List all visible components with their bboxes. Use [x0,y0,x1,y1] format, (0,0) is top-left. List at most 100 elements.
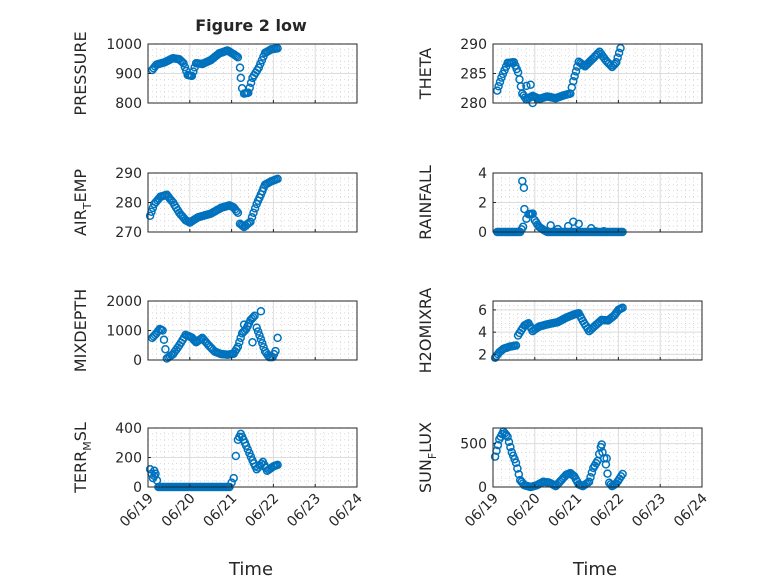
y-tick-label: 0 [133,480,142,496]
data-point [256,307,266,316]
y-tick-label: 0 [478,225,487,241]
data-point [150,466,159,476]
y-tick-label: 285 [460,67,487,83]
data-point [271,346,280,356]
data-point [570,72,579,81]
data-point [614,48,624,58]
data-point [584,477,594,487]
data-point [518,222,528,232]
y-tick-label: 500 [460,437,487,453]
axes-box [492,300,703,361]
subplot-air_temp: 270 280 290 AIRTEMP [71,166,358,241]
subplot-mixdepth: 0 1000 2000 MIXDEPTH [71,289,358,372]
data-point [249,208,258,218]
y-tick-label: 2 [478,196,487,212]
data-point [250,204,260,213]
data-point [520,204,529,214]
data-point [514,470,524,479]
data-point [603,469,612,478]
data-point [490,452,500,461]
y-tick-label: 1000 [106,37,142,53]
data-point [599,227,609,236]
data-point [256,335,266,344]
y-tick-label: 290 [115,166,142,182]
x-tick-label: 06/24 [326,490,366,530]
x-tick-label: 06/21 [546,491,586,531]
subplot-pressure: 800 900 1000 PRESSURE [71,31,358,116]
data-point [492,86,502,95]
x-tick-label: 06/24 [671,490,711,530]
data-point [247,213,257,222]
y-axis-label: THETA [416,48,435,100]
y-axis-label: PRESSURE [71,31,90,115]
data-point [273,333,282,343]
data-point [235,338,244,347]
data-point [244,88,253,97]
data-point [187,71,197,81]
data-point [253,327,263,336]
subplot-terr_msl: 0 200 400 TERRMSL 06/19 06/20 06/21 06/22 06/23 0… [71,421,366,530]
data-point [245,83,254,93]
data-point [616,43,625,53]
data-point [255,331,264,340]
x-tick-label: 06/20 [159,491,199,531]
data-point [233,342,243,351]
data-point [546,221,555,230]
data-point [569,76,578,86]
x-tick-label: 06/22 [242,491,282,531]
data-point [522,81,531,91]
subplot-grid: 800 900 1000 PRESSURE 280 285 290 THETA 270 280 29… [71,31,711,530]
data-point [569,217,578,226]
x-tick-label: 06/22 [587,491,627,531]
data-point [273,174,282,184]
data-point [233,53,243,62]
data-point [180,62,190,72]
data-point [506,442,515,452]
data-point [618,303,627,312]
data-point [189,67,198,76]
data-point [563,221,573,231]
data-point [495,77,505,87]
data-point [504,437,514,447]
data-point [235,63,245,72]
data-point [250,311,259,321]
data-point [519,183,529,193]
data-point [587,468,597,477]
data-point [273,460,282,470]
data-point [231,451,241,461]
y-axis-label: RAINFALL [416,165,435,240]
y-tick-label: 4 [478,166,487,182]
x-tick-label: 06/23 [284,491,324,531]
subplot-sun_flux: 0 500 SUNFLUX 06/19 06/20 06/21 06/22 06/23 06/2… [416,422,711,530]
data-point [232,52,241,61]
y-tick-label: 2 [478,347,487,363]
y-axis-label: SUNFLUX [416,422,439,493]
data-point [526,80,535,89]
data-point [232,206,241,216]
y-tick-label: 280 [115,196,142,212]
data-point [501,430,511,440]
data-point [613,53,622,62]
data-point [503,432,512,441]
y-axis-label: MIXDEPTH [71,289,90,372]
data-point [145,465,155,474]
data-point [513,464,522,473]
data-point [161,344,170,354]
data-point [597,440,606,449]
y-tick-label: 290 [460,37,487,53]
y-tick-label: 6 [478,303,487,319]
data-point [612,58,621,67]
y-tick-label: 0 [478,480,487,496]
y-tick-label: 800 [115,96,142,112]
data-point [248,312,258,322]
x-tick-label: 06/19 [117,491,157,531]
data-point [602,454,611,463]
data-point [258,339,267,348]
data-point [239,320,249,329]
subplot-h2omixra: 2 4 6 H2OMIXRA [416,288,703,373]
subplot-rainfall: 0 2 4 RAINFALL [416,165,703,241]
y-tick-label: 200 [115,451,142,467]
data-point [571,67,581,76]
data-point [273,44,282,53]
data-point [601,460,611,469]
